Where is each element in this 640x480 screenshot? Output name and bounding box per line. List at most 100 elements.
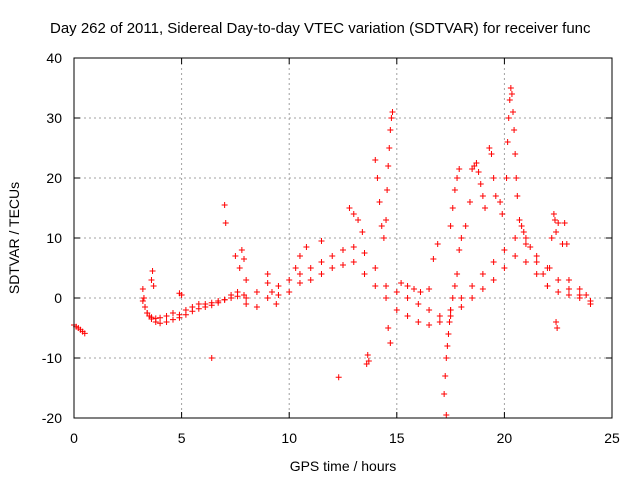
data-point [553, 229, 560, 235]
data-point [565, 292, 572, 298]
data-point [208, 302, 215, 309]
data-point [243, 295, 250, 301]
data-point [479, 271, 486, 277]
data-point [163, 319, 170, 325]
data-point [447, 313, 454, 319]
x-tick-label: 5 [178, 430, 186, 446]
data-point [563, 241, 570, 247]
data-point [512, 235, 519, 241]
data-point [241, 256, 248, 262]
data-point [243, 277, 250, 283]
data-point [527, 244, 534, 250]
data-point [273, 301, 280, 307]
data-point [228, 292, 235, 298]
data-point [222, 220, 229, 226]
data-point [544, 283, 551, 289]
x-axis-label: GPS time / hours [290, 458, 397, 474]
data-point [340, 247, 346, 253]
data-point [469, 283, 476, 289]
data-point [296, 271, 303, 277]
data-point [486, 145, 493, 151]
x-tick-label: 25 [604, 430, 620, 446]
data-point [307, 265, 314, 271]
data-point [378, 223, 385, 229]
data-point [350, 244, 357, 250]
data-point [264, 295, 271, 301]
data-point [479, 286, 486, 292]
data-point [318, 259, 325, 265]
data-point [426, 286, 433, 292]
data-point [139, 286, 146, 292]
data-point [548, 235, 555, 241]
data-point [202, 304, 209, 310]
data-point [490, 259, 497, 265]
data-point [275, 292, 282, 298]
data-point [533, 253, 540, 259]
data-point [372, 283, 379, 289]
chart-title-text: Day 262 of 2011, Sidereal Day-to-day VTE… [50, 20, 591, 37]
data-point [583, 292, 590, 298]
data-point [253, 304, 260, 310]
data-point [148, 277, 155, 283]
data-point [488, 151, 495, 157]
data-point [458, 304, 465, 310]
data-point [490, 277, 497, 283]
data-point [458, 235, 465, 241]
data-point [436, 313, 443, 319]
data-point [157, 320, 164, 327]
data-point [404, 283, 411, 289]
data-point [152, 319, 159, 325]
grid-lines [74, 58, 612, 418]
data-point [189, 308, 196, 315]
data-point [551, 217, 558, 223]
data-point [163, 313, 170, 319]
data-point [318, 271, 325, 277]
data-point [355, 217, 362, 223]
data-point [522, 241, 529, 247]
data-point [195, 305, 202, 312]
data-point [383, 283, 390, 289]
data-point [364, 352, 371, 358]
data-point [335, 374, 342, 381]
data-point [456, 166, 463, 172]
data-point [445, 331, 452, 337]
data-point [514, 193, 521, 199]
data-point [454, 271, 461, 277]
data-point [346, 205, 353, 211]
x-tick-label: 0 [70, 430, 78, 446]
data-point [386, 145, 393, 151]
y-tick-label: 10 [46, 230, 62, 246]
data-point [253, 289, 260, 295]
data-point [296, 253, 303, 259]
data-point [361, 271, 368, 277]
data-point [234, 289, 241, 295]
data-point [268, 289, 275, 295]
data-point [318, 238, 325, 244]
data-point [555, 277, 562, 283]
data-point [546, 265, 553, 271]
data-point [441, 391, 448, 397]
data-point [411, 286, 418, 292]
data-point [466, 199, 473, 205]
data-point [565, 277, 572, 283]
data-point [587, 298, 594, 304]
data-point [501, 265, 508, 271]
data-point [456, 247, 463, 253]
data-point [426, 322, 433, 328]
x-tick-label: 10 [281, 430, 297, 446]
data-point [361, 250, 368, 256]
data-point [393, 307, 400, 313]
data-point [533, 271, 540, 277]
data-point [492, 193, 499, 199]
data-point [383, 217, 390, 223]
data-point [512, 151, 519, 157]
data-point [497, 199, 504, 205]
data-point [148, 316, 155, 322]
chart-title: Day 262 of 2011, Sidereal Day-to-day VTE… [0, 18, 640, 40]
data-point [307, 277, 314, 283]
data-point [208, 355, 215, 361]
data-point [477, 181, 484, 187]
data-point [215, 299, 222, 306]
data-point [449, 295, 456, 301]
data-point [511, 127, 518, 133]
